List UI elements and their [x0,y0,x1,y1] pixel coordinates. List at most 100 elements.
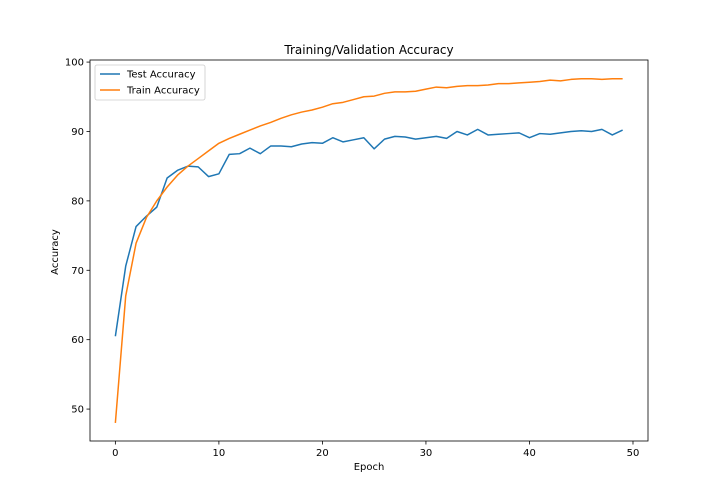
y-tick-label: 50 [71,405,84,416]
x-tick-label: 40 [523,448,536,459]
test-accuracy-point [394,135,396,137]
train-accuracy-point [177,174,179,176]
test-accuracy-point [270,145,272,147]
train-accuracy-point [456,85,458,87]
test-accuracy-point [404,136,406,138]
train-accuracy-line [114,77,623,424]
test-accuracy-point [197,166,199,168]
train-accuracy-point [208,150,210,152]
train-accuracy-point [187,165,189,167]
x-tick-label: 10 [213,448,226,459]
test-accuracy-point [477,128,479,130]
train-accuracy-point [529,81,531,83]
test-accuracy-point [353,139,355,141]
train-accuracy-point [197,158,199,160]
train-accuracy-point [280,117,282,119]
x-axis: 0 10 20 30 40 50 [112,441,639,459]
train-accuracy-point [394,91,396,93]
test-accuracy-point [498,133,500,135]
train-accuracy-point [477,85,479,87]
train-accuracy-point [270,122,272,124]
test-accuracy-point [177,169,179,171]
test-accuracy-point [580,130,582,132]
train-accuracy-point [591,78,593,80]
train-accuracy-point [322,106,324,108]
test-accuracy-point [301,143,303,145]
test-accuracy-point [518,132,520,134]
train-accuracy-point [146,217,148,219]
test-accuracy-point [280,145,282,147]
train-accuracy-point [570,79,572,81]
train-accuracy-point [290,114,292,116]
test-accuracy-point [166,177,168,179]
plot-frame [89,59,649,442]
test-accuracy-point [446,138,448,140]
train-accuracy-point [611,78,613,80]
train-accuracy-point [384,92,386,94]
train-accuracy-point [342,101,344,103]
chart-title: Training/Validation Accuracy [283,43,453,57]
test-accuracy-point [591,131,593,133]
x-tick-label: 20 [316,448,329,459]
train-accuracy-point [363,96,365,98]
test-accuracy-point [601,128,603,130]
test-accuracy-point [487,134,489,136]
train-accuracy-point [125,295,127,297]
test-accuracy-point [125,265,127,267]
train-accuracy-point [622,78,624,80]
test-accuracy-point [290,146,292,148]
train-accuracy-point [218,142,220,144]
train-accuracy-point [156,200,158,202]
test-accuracy-point [435,135,437,137]
train-accuracy-point [259,125,261,127]
series-layer [114,77,624,424]
test-accuracy-point [529,137,531,139]
test-accuracy-point [259,153,261,155]
x-tick-label: 30 [420,448,433,459]
y-axis: 50 60 70 80 90 100 [65,58,90,416]
test-accuracy-point [156,206,158,208]
test-accuracy-point [114,335,116,337]
train-accuracy-point [549,79,551,81]
train-accuracy-point [435,86,437,88]
train-accuracy-point [446,87,448,89]
test-accuracy-point [466,134,468,136]
test-accuracy-point [135,226,137,228]
x-axis-label: Epoch [354,462,385,473]
train-accuracy-point [580,78,582,80]
y-axis-label: Accuracy [50,229,61,275]
test-accuracy-point [373,148,375,150]
test-accuracy-point [415,138,417,140]
test-accuracy-point [239,153,241,155]
test-accuracy-point [425,137,427,139]
test-accuracy-point [611,134,613,136]
train-accuracy-point [373,95,375,97]
test-accuracy-point [508,133,510,135]
train-accuracy-point [135,242,137,244]
test-accuracy-point [228,153,230,155]
train-accuracy-point [498,83,500,85]
x-tick-label: 50 [627,448,640,459]
test-accuracy-point [311,142,313,144]
train-accuracy-point [166,186,168,188]
test-accuracy-point [342,141,344,143]
test-accuracy-point [570,131,572,133]
test-accuracy-point [363,137,365,139]
test-accuracy-line [114,128,623,337]
test-accuracy-point [456,131,458,133]
legend-label: Test Accuracy [126,70,196,81]
legend-box [94,64,206,101]
train-accuracy-point [487,84,489,86]
test-accuracy-point [208,176,210,178]
y-tick-label: 90 [71,127,84,138]
test-accuracy-point [249,147,251,149]
train-accuracy-point [332,103,334,105]
test-accuracy-point [622,129,624,131]
train-accuracy-point [404,91,406,93]
test-accuracy-point [218,173,220,175]
test-accuracy-point [560,132,562,134]
train-accuracy-point [239,133,241,135]
test-accuracy-point [384,138,386,140]
train-accuracy-point [508,83,510,85]
